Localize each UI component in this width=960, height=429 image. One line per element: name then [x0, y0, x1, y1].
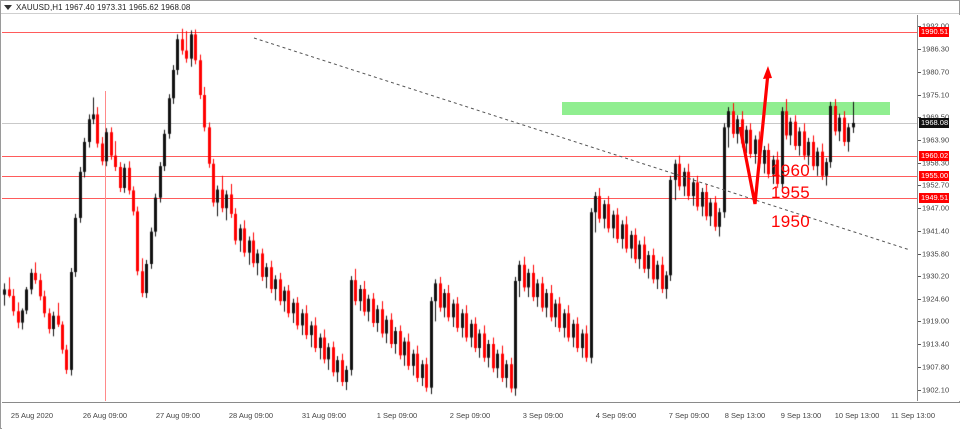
price-tick-mark: [918, 389, 921, 391]
price-tick-label: 1907.80: [922, 362, 950, 372]
time-tick-label: 2 Sep 09:00: [449, 411, 491, 420]
annotation-1950: 1950: [771, 212, 811, 231]
time-tick-label: 28 Aug 09:00: [228, 411, 274, 420]
level-tag-1949[interactable]: 1949.51: [919, 193, 950, 204]
price-tick-label: 1958.30: [922, 158, 950, 167]
price-tick-label: 1941.40: [922, 226, 950, 236]
time-tick-label: 31 Aug 09:00: [301, 411, 347, 420]
time-tick-label: 10 Sep 13:00: [834, 411, 880, 420]
annotation-1955: 1955: [771, 183, 811, 202]
price-tick-label: 1986.30: [922, 44, 950, 54]
price-tick-label: 1913.40: [922, 339, 950, 349]
time-tick-label: 25 Aug 2020: [10, 411, 54, 420]
time-axis[interactable]: 25 Aug 2020 26 Aug 09:00 27 Aug 09:00 28 Au…: [2, 402, 960, 429]
forecast-arrow[interactable]: [738, 72, 770, 205]
current-price-tag[interactable]: 1968.08: [919, 118, 950, 128]
time-tick-label: 8 Sep 13:00: [724, 411, 766, 420]
time-tick-label: 11 Sep 13:00: [890, 411, 936, 420]
symbol-ohlc-label: XAUUSD,H1 1967.40 1973.31 1965.62 1968.0…: [16, 2, 191, 12]
price-tick-mark: [918, 139, 921, 141]
price-tick-label: 1963.90: [922, 135, 950, 145]
time-tick-label: 9 Sep 13:00: [780, 411, 822, 420]
chart-titlebar: XAUUSD,H1 1967.40 1973.31 1965.62 1968.0…: [1, 1, 959, 14]
annotation-1960: 1960: [771, 161, 811, 180]
time-tick-label: 27 Aug 09:00: [155, 411, 201, 420]
resistance-tag-1990[interactable]: 1990.51: [919, 27, 950, 38]
price-tick-mark: [918, 162, 921, 164]
price-tick-mark: [918, 344, 921, 345]
price-tick-mark: [918, 26, 921, 28]
descending-trendline[interactable]: [253, 37, 911, 251]
price-tick-mark: [918, 276, 921, 278]
price-tick-label: 1947.00: [922, 203, 950, 213]
price-tick-mark: [918, 253, 921, 255]
candlestick-series: [2, 15, 917, 401]
price-tick-mark: [918, 208, 921, 210]
price-tick-label: 1952.70: [922, 180, 950, 190]
price-tick-mark: [918, 230, 921, 232]
price-plot-area[interactable]: 1960 1955 1950: [2, 15, 917, 401]
chevron-down-icon[interactable]: [4, 4, 12, 10]
forecast-arrowhead-icon: [763, 66, 772, 79]
price-tick-label: 1924.60: [922, 294, 950, 304]
price-tick-label: 1969.50: [922, 113, 949, 122]
level-tag-1955[interactable]: 1955.00: [919, 170, 950, 181]
price-tick-mark: [918, 117, 921, 119]
time-tick-label: 4 Sep 09:00: [595, 411, 637, 420]
price-tick-mark: [918, 94, 921, 96]
price-tick-label: 1930.20: [922, 271, 950, 281]
price-tick-label: 1902.10: [922, 385, 950, 395]
price-tick-mark: [918, 185, 921, 187]
price-tick-mark: [918, 49, 921, 51]
price-tick-mark: [918, 298, 921, 300]
price-tick-label: 1919.00: [922, 316, 950, 326]
level-tag-1960[interactable]: 1960.02: [919, 150, 950, 161]
price-tick-label: 1935.80: [922, 249, 950, 258]
time-tick-label: 1 Sep 09:00: [376, 411, 418, 420]
price-tick-mark: [918, 72, 921, 73]
price-tick-label: 1980.70: [922, 67, 950, 77]
time-tick-label: 7 Sep 09:00: [668, 411, 710, 420]
price-tick-mark: [918, 366, 921, 368]
time-tick-label: 26 Aug 09:00: [82, 411, 128, 420]
price-tick-label: 1975.10: [922, 90, 950, 100]
drawing-overlay: [253, 37, 911, 251]
price-axis[interactable]: 1992.00 1986.30 1980.70 1975.10 1969.50 1963.…: [917, 15, 960, 401]
time-tick-label: 3 Sep 09:00: [522, 411, 564, 420]
price-tick-mark: [918, 321, 921, 323]
price-tick-label: 1992.00: [922, 21, 950, 31]
